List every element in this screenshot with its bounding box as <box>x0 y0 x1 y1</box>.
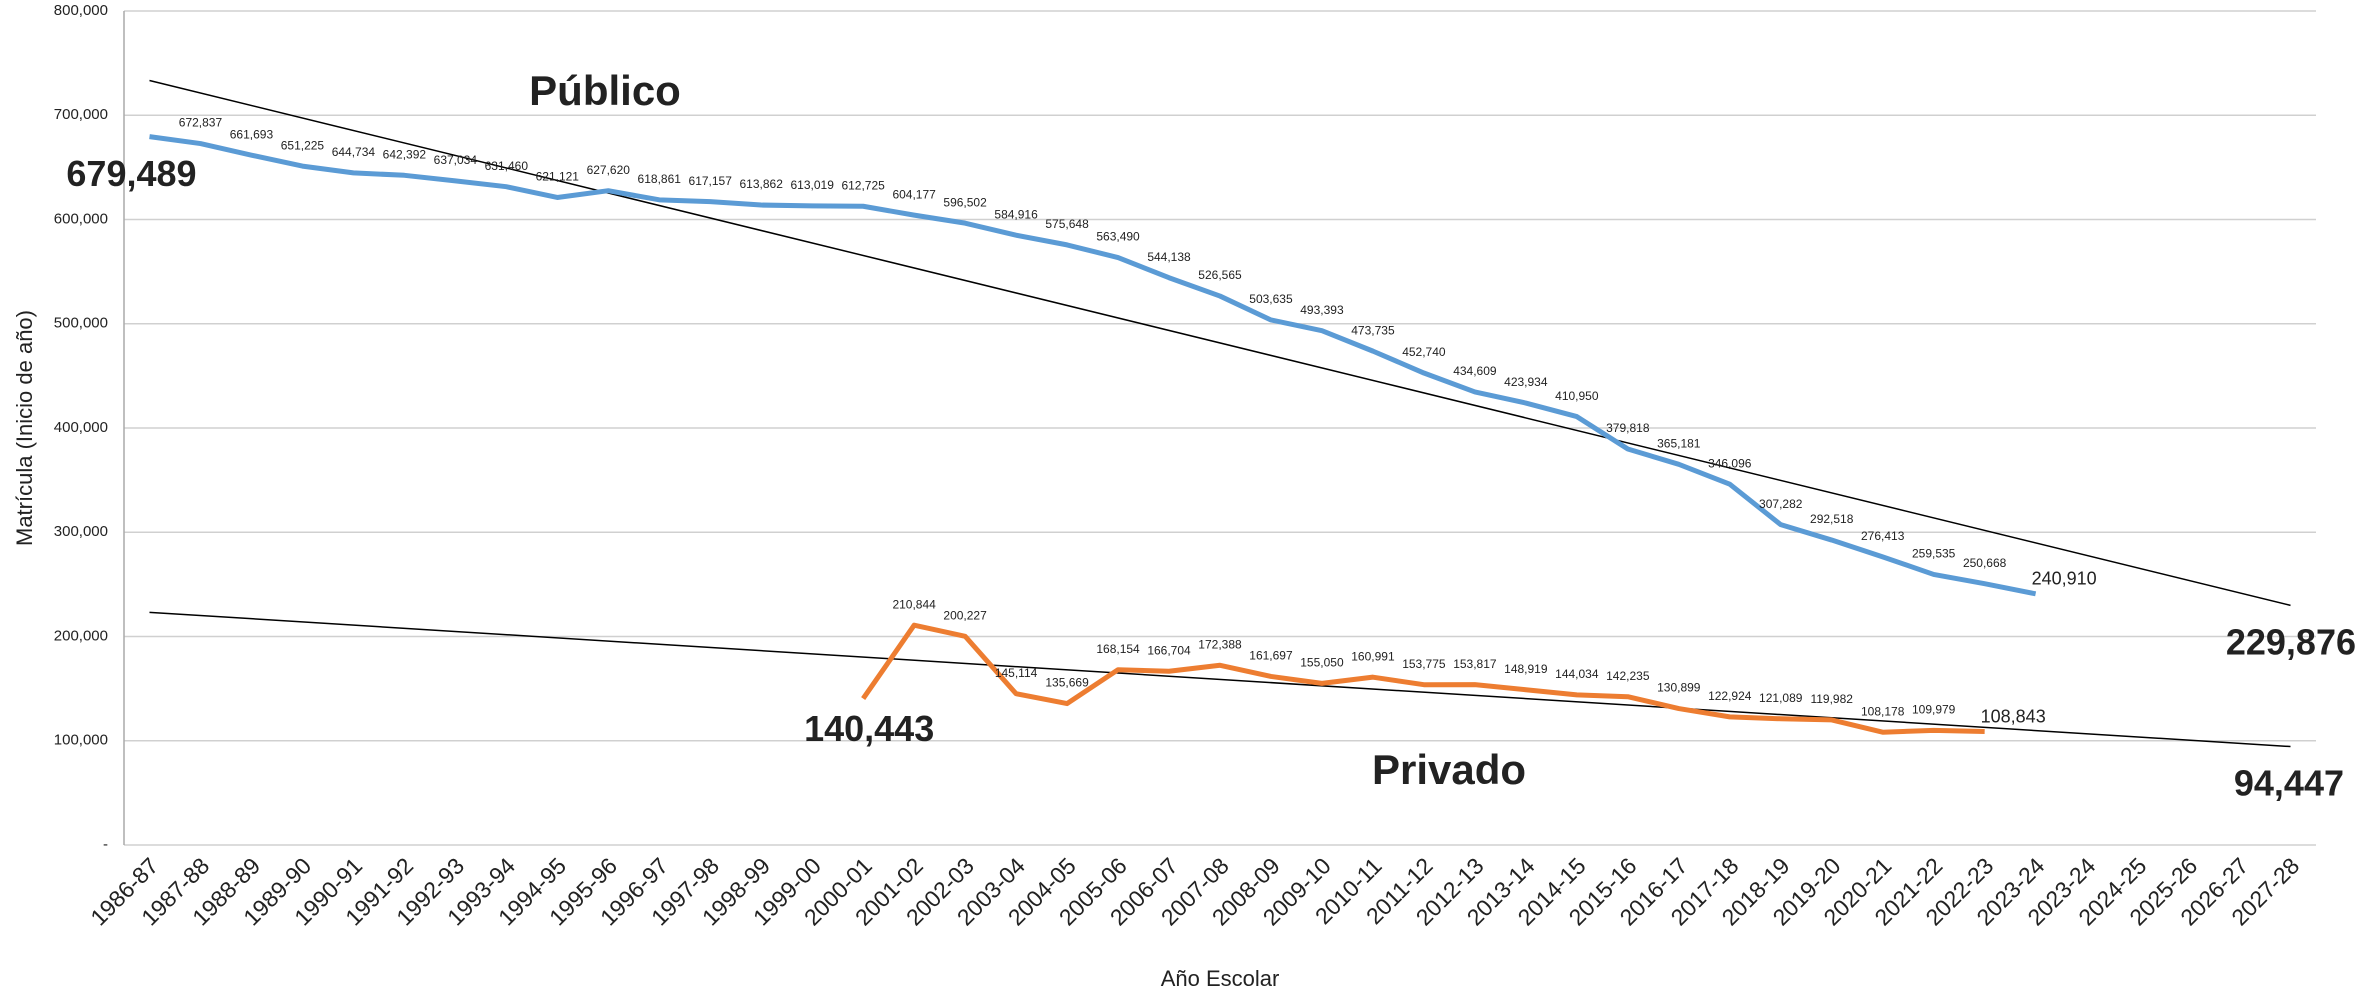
series-line <box>149 134 2037 597</box>
y-tick-label: 800,000 <box>54 2 108 19</box>
data-label: 135,669 <box>1045 676 1089 690</box>
data-label: 155,050 <box>1300 656 1344 670</box>
data-label: 172,388 <box>1198 637 1242 651</box>
data-label: 473,735 <box>1351 323 1395 337</box>
data-label: 210,844 <box>892 597 936 611</box>
data-label: 166,704 <box>1147 643 1191 657</box>
series-name: Privado <box>1372 746 1526 793</box>
data-label: 153,775 <box>1402 657 1446 671</box>
data-label: 200,227 <box>943 608 987 622</box>
data-label: 661,693 <box>230 127 274 141</box>
data-label: 307,282 <box>1759 497 1803 511</box>
data-label: 627,620 <box>587 163 631 177</box>
data-label: 637,034 <box>434 153 478 167</box>
series-line <box>861 622 1985 735</box>
data-label: 526,565 <box>1198 268 1242 282</box>
y-tick-label: 600,000 <box>54 210 108 227</box>
data-label: 621,121 <box>536 170 580 184</box>
data-label: 259,535 <box>1912 547 1956 561</box>
data-label: 642,392 <box>383 147 427 161</box>
data-label: 563,490 <box>1096 230 1140 244</box>
data-label: 596,502 <box>943 195 987 209</box>
data-label: 651,225 <box>281 138 325 152</box>
y-tick-label: 400,000 <box>54 419 108 436</box>
y-tick-label: - <box>103 836 108 853</box>
trend-end-label: 94,447 <box>2234 763 2344 804</box>
data-label: 379,818 <box>1606 421 1650 435</box>
y-tick-label: 200,000 <box>54 627 108 644</box>
data-label: 503,635 <box>1249 292 1293 306</box>
data-label: 612,725 <box>841 178 885 192</box>
data-label: 452,740 <box>1402 345 1446 359</box>
data-label: 119,982 <box>1810 692 1853 706</box>
data-label: 148,919 <box>1504 662 1548 676</box>
data-label: 584,916 <box>994 207 1038 221</box>
data-label: 346,096 <box>1708 456 1752 470</box>
data-label: 493,393 <box>1300 303 1344 317</box>
y-tick-label: 100,000 <box>54 732 108 749</box>
series-name: Público <box>529 67 681 114</box>
data-label: 109,979 <box>1912 703 1956 717</box>
trend-end-label: 229,876 <box>2226 622 2356 663</box>
data-label: 365,181 <box>1657 436 1701 450</box>
data-label: 130,899 <box>1657 681 1701 695</box>
data-label: 142,235 <box>1606 669 1650 683</box>
y-axis-title: Matrícula (Inicio de año) <box>12 310 37 546</box>
data-label: 679,489 <box>66 153 196 194</box>
trend-line <box>149 611 2291 748</box>
data-label: 108,843 <box>1981 706 2046 726</box>
data-label: 410,950 <box>1555 389 1599 403</box>
trend-line <box>149 79 2291 607</box>
data-label: 240,910 <box>2032 569 2097 589</box>
y-tick-label: 500,000 <box>54 315 108 332</box>
data-label: 144,034 <box>1555 667 1599 681</box>
x-axis-title: Año Escolar <box>1161 966 1280 991</box>
data-label: 161,697 <box>1249 649 1293 663</box>
data-label: 617,157 <box>689 174 733 188</box>
data-label: 160,991 <box>1351 649 1395 663</box>
data-label: 168,154 <box>1096 642 1140 656</box>
y-tick-label: 300,000 <box>54 523 108 540</box>
data-label: 613,862 <box>740 177 784 191</box>
data-label: 618,861 <box>638 172 682 186</box>
data-label: 544,138 <box>1147 250 1191 264</box>
data-label: 121,089 <box>1759 691 1803 705</box>
data-label: 122,924 <box>1708 689 1752 703</box>
data-label: 613,019 <box>790 178 834 192</box>
data-label: 292,518 <box>1810 512 1854 526</box>
data-label: 140,443 <box>804 708 934 749</box>
data-label: 153,817 <box>1453 657 1497 671</box>
data-label: 631,460 <box>485 159 529 173</box>
data-label: 672,837 <box>179 116 223 130</box>
y-tick-label: 700,000 <box>54 106 108 123</box>
data-label: 644,734 <box>332 145 376 159</box>
data-label: 575,648 <box>1045 217 1089 231</box>
data-label: 145,114 <box>995 666 1038 680</box>
data-label: 250,668 <box>1963 556 2007 570</box>
data-label: 108,178 <box>1861 704 1905 718</box>
data-label: 276,413 <box>1861 529 1905 543</box>
data-label: 604,177 <box>892 187 936 201</box>
data-label: 434,609 <box>1453 364 1497 378</box>
data-label: 423,934 <box>1504 375 1548 389</box>
